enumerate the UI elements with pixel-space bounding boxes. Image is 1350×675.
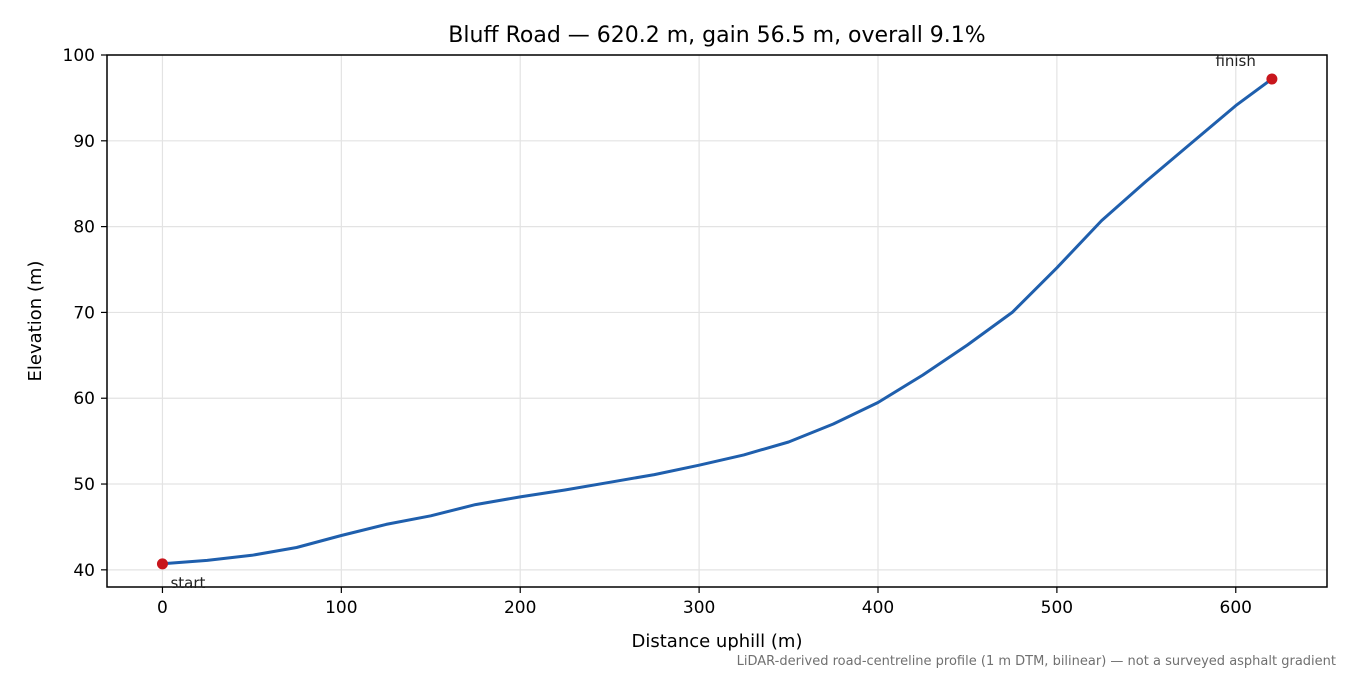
x-tick-label: 0 [157,598,168,618]
x-tick-label: 400 [862,598,894,618]
y-tick-label: 50 [73,475,95,495]
y-axis-ticks: 40 50 60 70 80 90 100 [63,46,107,581]
endpoint-marker-start [156,558,168,570]
plot-frame [106,54,1328,588]
elevation-profile-line [161,77,1274,566]
x-tick-label: 100 [325,598,357,618]
x-tick-label: 200 [504,598,536,618]
start-annotation: start [170,574,205,592]
y-axis-title: Elevation (m) [25,261,46,382]
x-tick-label: 500 [1041,598,1073,618]
y-tick-label: 100 [63,46,95,66]
grid-lines [107,54,1327,587]
y-tick-label: 80 [73,218,95,238]
y-tick-label: 90 [73,132,95,152]
y-tick-label: 60 [73,389,95,409]
chart-title: Bluff Road — 620.2 m, gain 56.5 m, overa… [448,23,985,48]
finish-annotation: finish [1215,52,1255,70]
x-tick-label: 600 [1220,598,1252,618]
x-axis-title: Distance uphill (m) [632,631,803,652]
x-axis-ticks: 0 100 200 300 400 500 600 [157,587,1252,618]
endpoint-marker-finish [1266,73,1278,85]
footnote: LiDAR-derived road-centreline profile (1… [737,654,1336,669]
y-tick-label: 40 [73,561,95,581]
x-tick-label: 300 [683,598,715,618]
y-tick-label: 70 [73,303,95,323]
endpoint-markers [156,73,1278,570]
